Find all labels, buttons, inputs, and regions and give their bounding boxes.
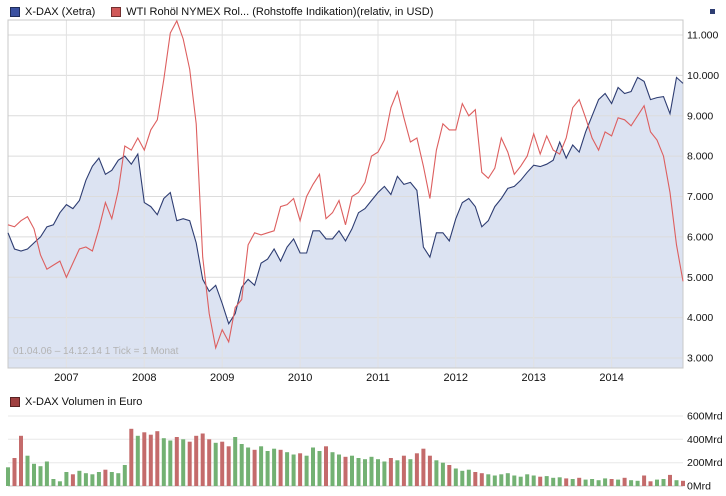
svg-text:0Mrd: 0Mrd xyxy=(687,481,711,493)
price-chart: 3.000 4.000 5.000 6.000 7.000 8.000 9.000 10.00… xyxy=(7,19,719,384)
svg-text:2008: 2008 xyxy=(132,372,156,384)
svg-text:2011: 2011 xyxy=(366,372,390,384)
svg-text:7.000: 7.000 xyxy=(687,191,713,203)
svg-text:2009: 2009 xyxy=(210,372,234,384)
volume-legend-label: X-DAX Volumen in Euro xyxy=(25,396,143,408)
svg-text:4.000: 4.000 xyxy=(687,312,713,324)
svg-text:5.000: 5.000 xyxy=(687,272,713,284)
dax-legend-label: X-DAX (Xetra) xyxy=(25,5,96,18)
svg-text:200Mrd: 200Mrd xyxy=(687,457,723,469)
svg-text:8.000: 8.000 xyxy=(687,151,713,163)
volume-chart: 0Mrd 200Mrd 400Mrd 600Mrd xyxy=(6,411,723,493)
svg-text:2010: 2010 xyxy=(288,372,312,384)
svg-text:2014: 2014 xyxy=(599,372,623,384)
wti-legend-label: WTI Rohöl NYMEX Rol... (Rohstoffe Indika… xyxy=(126,5,434,18)
price-chart-legend: X-DAX (Xetra) WTI Rohöl NYMEX Rol... (Ro… xyxy=(0,2,726,18)
svg-text:01.04.06 – 14.12.14 1 Tick =: 01.04.06 – 14.12.14 1 Tick = 1 Monat xyxy=(13,346,179,357)
svg-text:9.000: 9.000 xyxy=(687,110,713,122)
wti-legend-swatch-icon xyxy=(111,6,122,17)
svg-text:2007: 2007 xyxy=(54,372,78,384)
svg-text:2013: 2013 xyxy=(521,372,545,384)
svg-text:600Mrd: 600Mrd xyxy=(687,411,723,423)
volume-legend-swatch-icon xyxy=(10,397,20,407)
svg-text:400Mrd: 400Mrd xyxy=(687,434,723,446)
corner-marker-icon xyxy=(710,9,715,14)
svg-text:2012: 2012 xyxy=(444,372,468,384)
svg-text:6.000: 6.000 xyxy=(687,231,713,243)
svg-text:10.000: 10.000 xyxy=(687,70,719,82)
svg-text:11.000: 11.000 xyxy=(687,30,718,42)
dax-legend-swatch-icon xyxy=(10,6,20,17)
volume-chart-legend: X-DAX Volumen in Euro xyxy=(0,390,726,408)
svg-text:3.000: 3.000 xyxy=(687,353,713,365)
